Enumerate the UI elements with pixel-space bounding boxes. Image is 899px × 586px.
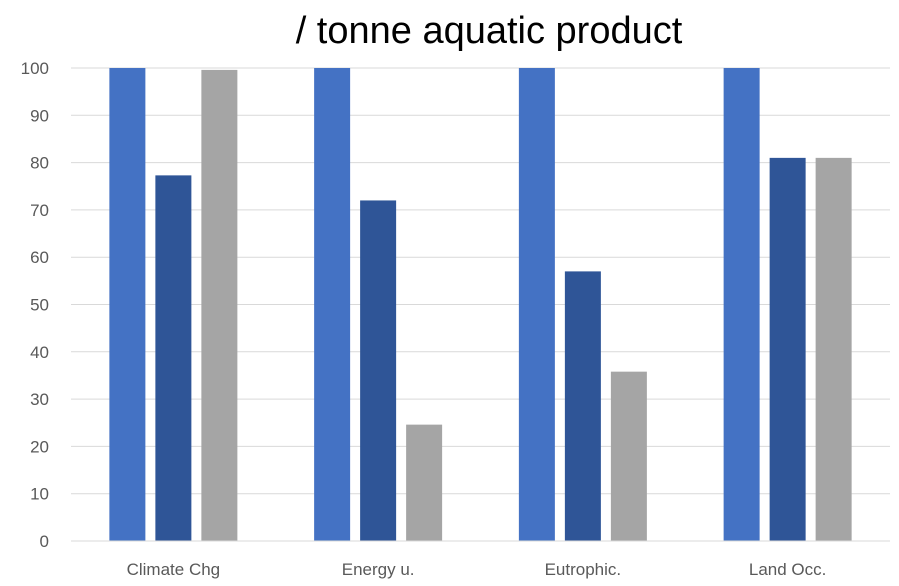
bar-land-occ-series-2 (769, 157, 806, 541)
y-tick-label: 30 (30, 390, 49, 409)
x-category-label: Land Occ. (749, 560, 827, 579)
bars (109, 68, 852, 541)
y-tick-label: 10 (30, 485, 49, 504)
x-category-label: Energy u. (342, 560, 415, 579)
y-tick-label: 100 (21, 59, 49, 78)
bar-climate-chg-series-3 (201, 69, 238, 541)
gridlines (71, 67, 890, 495)
x-category-label: Eutrophic. (545, 560, 622, 579)
y-tick-label: 20 (30, 437, 49, 456)
bar-energy-u-series-1 (314, 68, 351, 541)
chart-title: / tonne aquatic product (296, 10, 683, 52)
y-tick-label: 40 (30, 343, 49, 362)
bar-land-occ-series-3 (815, 157, 852, 541)
x-category-label: Climate Chg (127, 560, 221, 579)
bar-climate-chg-series-1 (109, 68, 146, 541)
y-tick-label: 60 (30, 248, 49, 267)
y-tick-label: 0 (40, 532, 49, 551)
bar-eutrophic-series-3 (610, 371, 647, 541)
y-tick-label: 90 (30, 106, 49, 125)
bar-land-occ-series-1 (723, 68, 760, 541)
bar-eutrophic-series-1 (518, 68, 555, 541)
bar-eutrophic-series-2 (564, 271, 601, 541)
y-axis-tick-labels: 0 10 20 30 40 50 60 70 80 90 100 (21, 59, 49, 551)
x-axis-category-labels: Climate Chg Energy u. Eutrophic. Land Occ. (127, 560, 827, 579)
y-tick-label: 50 (30, 296, 49, 315)
y-tick-label: 70 (30, 201, 49, 220)
y-tick-label: 80 (30, 154, 49, 173)
bar-energy-u-series-3 (406, 424, 443, 541)
bar-energy-u-series-2 (360, 200, 397, 541)
bar-climate-chg-series-2 (155, 175, 192, 541)
